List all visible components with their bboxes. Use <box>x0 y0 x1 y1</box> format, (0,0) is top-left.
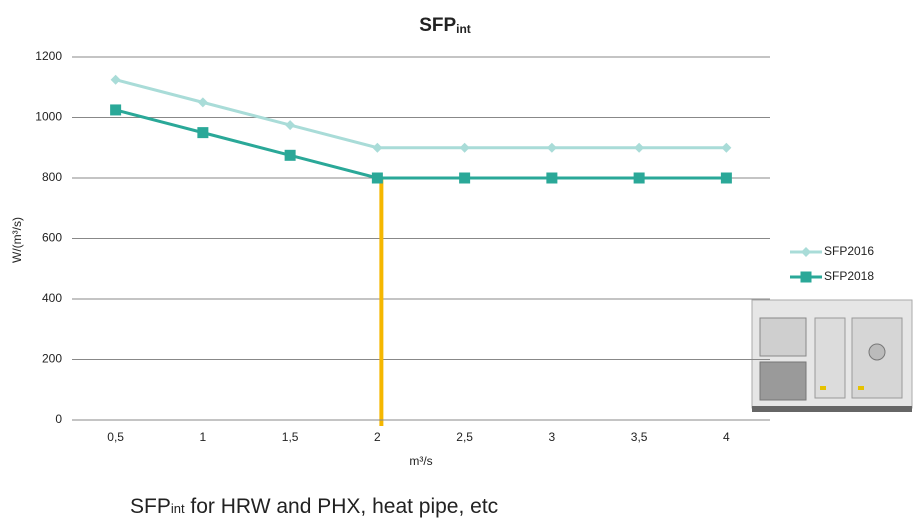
point <box>459 142 470 153</box>
x-tick-label: 3 <box>549 430 556 444</box>
point <box>197 97 208 108</box>
series-line <box>115 78 727 150</box>
y-tick-label: 400 <box>42 291 62 305</box>
legend-marker <box>801 247 811 257</box>
point <box>284 149 296 161</box>
caption-main: SFP <box>130 495 171 518</box>
point <box>546 142 557 153</box>
title-sub: int <box>456 22 471 36</box>
x-axis-label: m³/s <box>409 454 432 468</box>
caption-sub: int <box>171 501 185 516</box>
x-tick-label: 1 <box>200 430 207 444</box>
chart-title: SFPint <box>419 15 471 36</box>
point <box>634 142 645 153</box>
point <box>110 104 122 116</box>
legend-marker <box>800 271 812 283</box>
x-tick-label: 2 <box>374 430 381 444</box>
point <box>197 127 209 139</box>
series-line <box>115 108 727 180</box>
legend-entry: SFP2018 <box>790 269 874 283</box>
y-tick-label: 600 <box>42 231 62 245</box>
legend-label: SFP2018 <box>824 269 874 283</box>
caption: SFPint for HRW and PHX, heat pipe, etc <box>130 495 498 518</box>
legend-entry: SFP2016 <box>790 244 874 258</box>
point <box>372 142 383 153</box>
point <box>371 172 383 184</box>
x-tick-label: 4 <box>723 430 730 444</box>
caption-rest: for HRW and PHX, heat pipe, etc <box>185 495 499 518</box>
point <box>633 172 645 184</box>
point <box>720 172 732 184</box>
x-tick-label: 1,5 <box>282 430 299 444</box>
legend-label: SFP2016 <box>824 244 874 258</box>
point <box>721 142 732 153</box>
y-tick-label: 200 <box>42 352 62 366</box>
x-tick-label: 0,5 <box>107 430 124 444</box>
y-tick-label: 0 <box>55 412 62 426</box>
y-tick-label: 1000 <box>35 110 62 124</box>
x-tick-label: 2,5 <box>456 430 473 444</box>
x-tick-label: 3,5 <box>631 430 648 444</box>
point <box>110 74 121 85</box>
point <box>459 172 471 184</box>
y-tick-label: 800 <box>42 170 62 184</box>
title-main: SFP <box>419 15 456 36</box>
point <box>285 120 296 131</box>
y-tick-label: 1200 <box>35 49 62 63</box>
y-axis-label: W/(m³/s) <box>10 217 24 263</box>
point <box>546 172 558 184</box>
unit-image <box>751 299 913 412</box>
